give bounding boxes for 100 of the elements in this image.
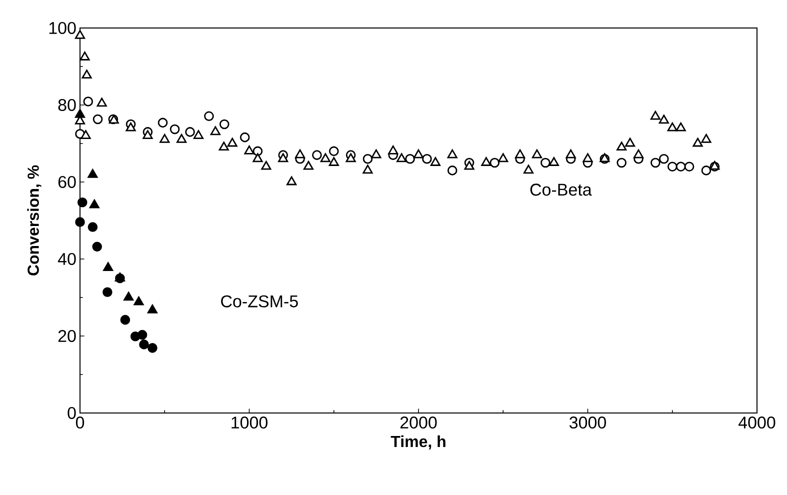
point (616, 142, 627, 151)
point (676, 122, 686, 132)
point (102, 287, 112, 297)
point (286, 176, 297, 186)
point (701, 166, 712, 176)
annotation: Co-ZSM-5 (221, 295, 298, 308)
point (193, 130, 204, 139)
point (548, 157, 559, 166)
point (170, 124, 180, 134)
point (371, 149, 382, 158)
point (80, 130, 91, 139)
y-tick-label: 40 (58, 252, 76, 266)
point (176, 134, 187, 143)
point (481, 157, 492, 166)
point (142, 130, 153, 139)
point (413, 149, 424, 158)
point (89, 199, 100, 208)
point (320, 153, 330, 162)
point (75, 217, 85, 227)
point (74, 108, 86, 118)
point (490, 158, 500, 168)
x-tick-label: 1000 (232, 416, 268, 429)
point (294, 149, 306, 158)
y-tick-label: 100 (49, 22, 76, 34)
point (312, 150, 322, 160)
x-axis-title: Time, h (390, 435, 446, 450)
point (405, 154, 415, 164)
point (134, 296, 144, 306)
x-tick-label: 0 (76, 416, 84, 429)
point (692, 138, 703, 147)
point (77, 197, 88, 208)
point (625, 138, 636, 147)
annotation: Co-Beta (530, 184, 592, 196)
point (328, 157, 339, 166)
point (650, 158, 660, 168)
x-tick-label: 3000 (569, 416, 606, 429)
point (346, 153, 356, 162)
point (498, 153, 508, 162)
y-tick-label: 0 (68, 406, 76, 420)
point (137, 330, 148, 340)
y-tick-label: 60 (58, 176, 76, 188)
point (328, 146, 339, 156)
point (430, 157, 440, 166)
point (185, 127, 195, 137)
point (676, 162, 686, 172)
point (204, 111, 214, 122)
point (252, 153, 263, 162)
point (532, 149, 542, 158)
point (82, 70, 92, 79)
point (447, 166, 458, 176)
point (582, 153, 593, 162)
point (464, 160, 474, 170)
y-axis-title: Conversion, % (27, 165, 42, 276)
point (616, 158, 626, 168)
point (658, 114, 669, 124)
y-tick-label: 80 (58, 98, 76, 112)
point (74, 30, 86, 39)
point (244, 145, 254, 154)
point (227, 138, 238, 147)
point (523, 164, 534, 174)
point (139, 340, 149, 350)
point (650, 110, 660, 120)
point (80, 52, 90, 60)
point (447, 149, 458, 158)
x-tick-label: 2000 (400, 416, 437, 429)
point (261, 160, 272, 170)
x-tick-label: 4000 (738, 416, 776, 429)
point (240, 132, 250, 142)
point (160, 134, 170, 143)
point (701, 134, 712, 143)
point (88, 222, 98, 232)
point (120, 314, 130, 325)
point (158, 118, 168, 128)
y-tick-label: 20 (58, 330, 76, 342)
point (92, 114, 103, 124)
point (388, 145, 398, 154)
point (218, 142, 229, 151)
point (667, 122, 678, 132)
point (684, 162, 694, 172)
point (88, 168, 98, 178)
point (540, 158, 550, 168)
point (124, 292, 134, 301)
point (303, 160, 314, 170)
point (219, 119, 230, 130)
point (147, 304, 158, 314)
point (362, 164, 373, 174)
point (659, 154, 669, 164)
point (83, 96, 94, 106)
point (515, 149, 526, 158)
point (278, 153, 288, 162)
point (422, 154, 432, 164)
point (396, 153, 407, 162)
point (667, 162, 678, 172)
point (103, 262, 114, 272)
point (96, 98, 107, 107)
point (126, 122, 136, 132)
point (566, 149, 576, 158)
point (633, 149, 644, 158)
point (92, 242, 102, 252)
point (148, 343, 158, 353)
